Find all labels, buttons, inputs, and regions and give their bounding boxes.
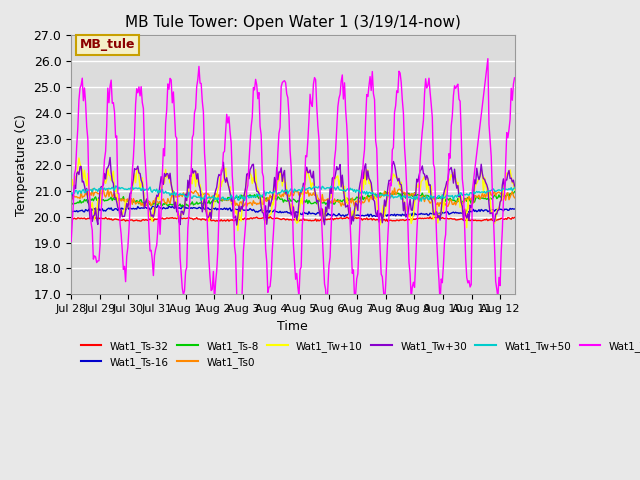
Text: MB_tule: MB_tule	[80, 38, 136, 51]
Legend: Wat1_Ts-32, Wat1_Ts-16, Wat1_Ts-8, Wat1_Ts0, Wat1_Tw+10, Wat1_Tw+30, Wat1_Tw+50,: Wat1_Ts-32, Wat1_Ts-16, Wat1_Ts-8, Wat1_…	[76, 336, 640, 372]
Title: MB Tule Tower: Open Water 1 (3/19/14-now): MB Tule Tower: Open Water 1 (3/19/14-now…	[125, 15, 461, 30]
Y-axis label: Temperature (C): Temperature (C)	[15, 114, 28, 216]
X-axis label: Time: Time	[278, 320, 308, 333]
